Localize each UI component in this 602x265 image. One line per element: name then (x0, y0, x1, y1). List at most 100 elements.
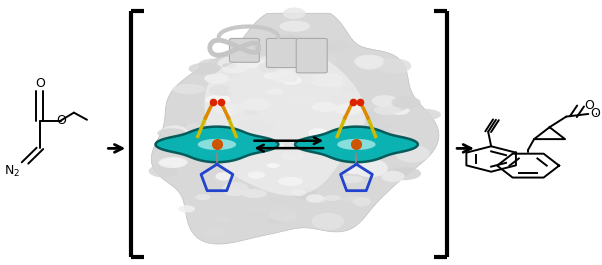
Ellipse shape (257, 62, 285, 73)
Ellipse shape (275, 72, 288, 76)
Ellipse shape (223, 137, 245, 148)
Ellipse shape (204, 73, 229, 83)
Ellipse shape (353, 197, 371, 206)
Ellipse shape (381, 171, 405, 182)
Ellipse shape (306, 194, 324, 203)
Ellipse shape (311, 213, 344, 230)
Ellipse shape (387, 132, 409, 143)
Ellipse shape (248, 122, 275, 134)
Ellipse shape (215, 142, 241, 154)
Polygon shape (151, 13, 439, 244)
Ellipse shape (282, 38, 312, 52)
Ellipse shape (273, 142, 293, 149)
Ellipse shape (235, 57, 265, 68)
Ellipse shape (172, 84, 205, 94)
Ellipse shape (228, 85, 255, 95)
Ellipse shape (353, 159, 388, 177)
Ellipse shape (264, 72, 283, 79)
Ellipse shape (202, 227, 228, 238)
Ellipse shape (341, 86, 358, 94)
Ellipse shape (312, 137, 338, 146)
Ellipse shape (343, 160, 361, 166)
Ellipse shape (244, 135, 259, 141)
Ellipse shape (222, 63, 237, 68)
Text: N$_2$: N$_2$ (4, 164, 20, 179)
Ellipse shape (213, 67, 241, 79)
Text: O: O (56, 114, 66, 127)
Ellipse shape (356, 56, 383, 70)
Ellipse shape (237, 75, 271, 92)
Ellipse shape (220, 108, 236, 115)
Ellipse shape (178, 205, 195, 213)
Ellipse shape (302, 77, 316, 82)
Ellipse shape (222, 182, 249, 196)
Ellipse shape (391, 96, 421, 109)
Ellipse shape (161, 126, 188, 139)
Ellipse shape (387, 167, 421, 180)
Ellipse shape (180, 124, 203, 132)
Ellipse shape (188, 63, 222, 75)
Ellipse shape (363, 122, 391, 131)
Ellipse shape (214, 82, 246, 95)
Ellipse shape (214, 104, 228, 112)
Ellipse shape (300, 201, 326, 212)
Ellipse shape (248, 142, 270, 151)
Ellipse shape (195, 194, 211, 200)
Ellipse shape (224, 187, 242, 196)
Ellipse shape (241, 98, 270, 111)
Ellipse shape (270, 70, 297, 82)
Ellipse shape (382, 104, 408, 112)
Ellipse shape (268, 205, 296, 216)
Polygon shape (337, 139, 376, 150)
Ellipse shape (312, 102, 337, 112)
Ellipse shape (318, 222, 339, 229)
Ellipse shape (205, 95, 230, 105)
Ellipse shape (291, 138, 318, 149)
Ellipse shape (247, 171, 265, 179)
Ellipse shape (325, 41, 348, 53)
Ellipse shape (272, 143, 284, 148)
Ellipse shape (215, 174, 235, 182)
Ellipse shape (310, 72, 343, 87)
Ellipse shape (217, 56, 251, 73)
Ellipse shape (281, 76, 297, 82)
Ellipse shape (291, 189, 306, 196)
Ellipse shape (225, 141, 247, 149)
Ellipse shape (222, 84, 249, 95)
Ellipse shape (366, 147, 391, 156)
Ellipse shape (341, 176, 363, 183)
Ellipse shape (391, 142, 412, 152)
FancyBboxPatch shape (229, 38, 259, 62)
Ellipse shape (307, 111, 324, 118)
Ellipse shape (248, 94, 265, 101)
Ellipse shape (157, 128, 185, 138)
Ellipse shape (323, 195, 341, 201)
Ellipse shape (190, 145, 221, 156)
Ellipse shape (372, 95, 398, 107)
Ellipse shape (252, 54, 286, 70)
Ellipse shape (160, 157, 188, 167)
FancyBboxPatch shape (267, 38, 297, 68)
Text: O: O (591, 107, 601, 121)
Ellipse shape (158, 157, 187, 168)
Polygon shape (155, 127, 278, 162)
Ellipse shape (276, 62, 297, 72)
Ellipse shape (237, 128, 250, 134)
Ellipse shape (351, 65, 366, 73)
Ellipse shape (354, 55, 385, 68)
Ellipse shape (292, 188, 317, 199)
Ellipse shape (331, 97, 350, 104)
Ellipse shape (311, 136, 340, 147)
Ellipse shape (222, 202, 248, 213)
Ellipse shape (342, 196, 363, 203)
Ellipse shape (282, 152, 303, 160)
FancyBboxPatch shape (296, 38, 327, 73)
Ellipse shape (275, 35, 305, 46)
Ellipse shape (288, 95, 318, 106)
Ellipse shape (213, 95, 229, 101)
Ellipse shape (237, 44, 252, 51)
Ellipse shape (283, 7, 306, 19)
Ellipse shape (308, 128, 328, 138)
Ellipse shape (268, 218, 284, 224)
Ellipse shape (279, 21, 310, 32)
